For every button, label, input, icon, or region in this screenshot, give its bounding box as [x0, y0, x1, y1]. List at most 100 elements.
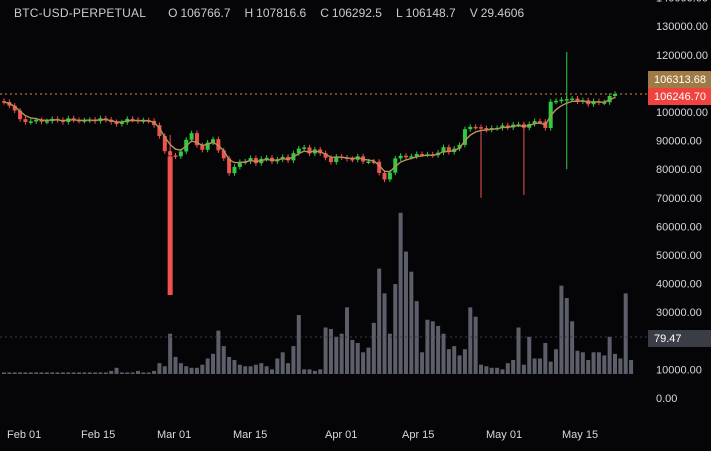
candle-body [366, 161, 371, 163]
volume-bar [248, 366, 253, 374]
volume-bar [269, 369, 274, 374]
candle-body [168, 151, 173, 156]
price-axis[interactable]: 0.0010000.0020000.0030000.0040000.005000… [656, 0, 708, 405]
volume-bar [253, 364, 258, 374]
price-tick-label: 120000.00 [656, 50, 708, 62]
volume-bar [355, 343, 360, 374]
candle-body [393, 158, 398, 173]
volume-bar [345, 307, 350, 374]
volume-bar [125, 372, 130, 374]
volume-bar [55, 372, 60, 374]
price-tick-label: 40000.00 [656, 279, 702, 291]
volume-bar [377, 268, 382, 374]
volume-bar [479, 364, 484, 374]
price-tick-label: 100000.00 [656, 107, 708, 119]
volume-bar [23, 372, 28, 374]
candle-body [387, 172, 392, 180]
volume-bar [511, 360, 516, 374]
price-tick-label: 30000.00 [656, 307, 702, 319]
volume-bar [527, 336, 532, 374]
volume-bar [82, 372, 87, 374]
candle-body [232, 166, 237, 174]
volume-bar [591, 352, 596, 374]
volume-bar [12, 372, 17, 374]
volume-value: V 29.4606 [469, 6, 525, 20]
volume-bar [87, 372, 92, 374]
candle-body [371, 161, 376, 163]
price-tick-label: 60000.00 [656, 221, 702, 233]
volume-bar [537, 358, 542, 374]
candle-body [457, 144, 462, 149]
volume-bar [580, 352, 585, 374]
candle-body [334, 156, 339, 163]
candle-body [28, 121, 33, 123]
volume-bar [307, 369, 312, 374]
candle-body [554, 100, 559, 103]
volume-bar [398, 212, 403, 374]
candle-body [114, 122, 119, 125]
volume-bar [103, 372, 108, 374]
time-axis[interactable]: Feb 01 Feb 15 Mar 01 Mar 15 Apr 01 Apr 15 May … [7, 429, 598, 441]
price-tick-label: 70000.00 [656, 193, 702, 205]
low-value: L 106148.7 [395, 6, 456, 20]
volume-bar [44, 372, 49, 374]
candle-wicks [3, 51, 616, 296]
candle-body [328, 157, 333, 163]
price-tick-label: 10000.00 [656, 364, 702, 376]
candle-body [39, 120, 44, 122]
candle-body [130, 118, 135, 121]
candle-body [382, 172, 387, 180]
volume-bar [618, 358, 623, 374]
volume-bar [607, 336, 612, 374]
candle-body [570, 98, 575, 101]
volume-tag: 79.47 [654, 333, 682, 345]
candle-body [119, 122, 124, 125]
volume-bar [216, 330, 221, 374]
volume-bar [232, 360, 237, 374]
candle-body [403, 155, 408, 158]
candle-body [23, 119, 28, 123]
volume-bar [323, 327, 328, 374]
volume-bar [130, 372, 135, 374]
volume-bar [259, 363, 264, 374]
volume-bar [98, 372, 103, 374]
volume-bar [570, 321, 575, 374]
volume-bar [516, 327, 521, 374]
prev-price-tag: 106313.68 [654, 74, 706, 86]
volume-bar [34, 372, 39, 374]
volume-bar [312, 370, 317, 374]
high-value: H 107816.6 [244, 6, 307, 20]
volume-bar [205, 358, 210, 374]
candle-body [34, 120, 39, 122]
volume-bar [446, 349, 451, 374]
candle-body [167, 156, 173, 296]
volume-bar [286, 363, 291, 374]
moving-average [3, 96, 616, 173]
time-tick-label: Feb 01 [7, 429, 41, 441]
open-value: O 106766.7 [168, 6, 231, 20]
candle-body [323, 153, 328, 158]
volume-bar [554, 349, 559, 374]
candle-body [377, 161, 382, 173]
candle-body [537, 121, 542, 123]
volume-bar [60, 372, 65, 374]
candle-body [602, 102, 607, 104]
candle-body [441, 147, 446, 153]
price-tick-label: 90000.00 [656, 136, 702, 148]
candle-body [484, 128, 489, 130]
volume-bar [495, 367, 500, 374]
volume-bar [420, 352, 425, 374]
volume-bar [71, 372, 76, 374]
volume-bar [334, 336, 339, 374]
candle-body [18, 110, 23, 120]
volume-bar [243, 366, 248, 374]
volume-tag-bg [648, 330, 711, 347]
volume-bar [291, 346, 296, 374]
volume-bar [275, 358, 280, 374]
volume-bar [194, 367, 199, 374]
candle-body [200, 145, 205, 150]
volume-bar [328, 329, 333, 374]
volume-bar [109, 370, 114, 374]
volume-bar [623, 293, 628, 374]
